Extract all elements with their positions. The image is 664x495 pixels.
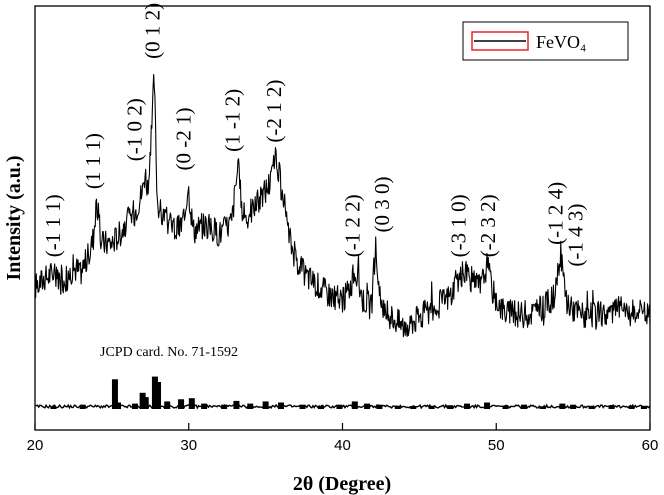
x-tick-label: 30 <box>180 437 197 454</box>
reference-bar <box>502 405 509 409</box>
reference-bar <box>376 404 383 409</box>
x-tick-label: 50 <box>488 437 505 454</box>
xrd-pattern <box>34 74 651 338</box>
reference-bar <box>464 403 471 409</box>
reference-bar <box>164 401 171 409</box>
reference-bar <box>410 406 417 409</box>
reference-bar <box>588 405 595 409</box>
reference-bar <box>79 404 86 409</box>
reference-bar <box>142 397 149 409</box>
reference-bar <box>139 392 146 409</box>
reference-bar <box>317 405 324 409</box>
reference-bar <box>640 405 647 409</box>
reference-bar <box>221 404 228 409</box>
peak-label: (-2 1 2) <box>262 80 286 143</box>
reference-bar <box>50 406 57 409</box>
reference-bar <box>447 405 454 409</box>
reference-baseline <box>34 403 651 410</box>
reference-bar <box>262 401 269 409</box>
peak-label: (-1 1 1) <box>41 194 65 257</box>
reference-bar <box>608 405 615 409</box>
x-axis-ticks: 20 30 40 50 60 <box>27 423 659 454</box>
reference-bar <box>155 382 161 409</box>
peak-label: (1 1 1) <box>81 133 105 189</box>
peak-labels: (-1 1 1) (1 1 1) (-1 0 2) (0 1 2) (0 -2 1) (1… <box>41 3 588 267</box>
reference-bar <box>394 405 401 409</box>
peak-label: (-1 0 2) <box>122 98 146 161</box>
reference-bar <box>628 406 635 409</box>
reference-bar <box>520 404 527 409</box>
peak-label: (-1 2 2) <box>341 194 365 257</box>
peak-label: (-3 1 0) <box>447 194 471 257</box>
reference-bar <box>539 406 546 409</box>
x-tick-label: 40 <box>334 437 351 454</box>
reference-bar <box>201 403 208 409</box>
series-line-fevo4 <box>34 74 651 338</box>
peak-label: (0 1 2) <box>141 3 165 59</box>
peak-label: (-2 3 2) <box>476 194 500 257</box>
reference-bar <box>484 402 491 409</box>
x-axis-title: 2θ (Degree) <box>293 473 391 495</box>
reference-bars <box>34 376 651 410</box>
reference-bar <box>559 403 566 409</box>
reference-bar <box>299 404 306 409</box>
reference-bar <box>151 376 158 409</box>
reference-bar <box>115 402 122 409</box>
x-tick-label: 20 <box>27 437 44 454</box>
reference-bar <box>111 379 118 409</box>
peak-label: (0 -2 1) <box>171 108 195 171</box>
x-tick-label: 60 <box>642 437 659 454</box>
reference-bar <box>364 403 371 409</box>
reference-bar <box>233 400 240 409</box>
reference-card-label: JCPD card. No. 71-1592 <box>100 345 238 360</box>
reference-bar <box>178 399 185 409</box>
reference-bar <box>351 401 358 409</box>
peak-label: (-1 4 3) <box>564 204 588 267</box>
legend: FeVO₄ <box>462 21 629 61</box>
peak-label: (-1 2 4) <box>544 182 568 245</box>
peak-label: (0 3 0) <box>370 177 394 233</box>
y-axis-title: Intensity (a.u.) <box>3 155 25 280</box>
reference-bar <box>278 402 284 409</box>
reference-bar <box>247 403 254 409</box>
legend-swatch <box>471 31 529 51</box>
reference-bar <box>131 403 138 409</box>
reference-bar <box>188 398 195 409</box>
peak-label: (1 -1 2) <box>221 89 245 152</box>
reference-bar <box>336 404 343 409</box>
reference-bar <box>428 405 435 409</box>
legend-entry-fevo4: FeVO₄ <box>536 32 586 52</box>
reference-bar <box>570 404 577 409</box>
